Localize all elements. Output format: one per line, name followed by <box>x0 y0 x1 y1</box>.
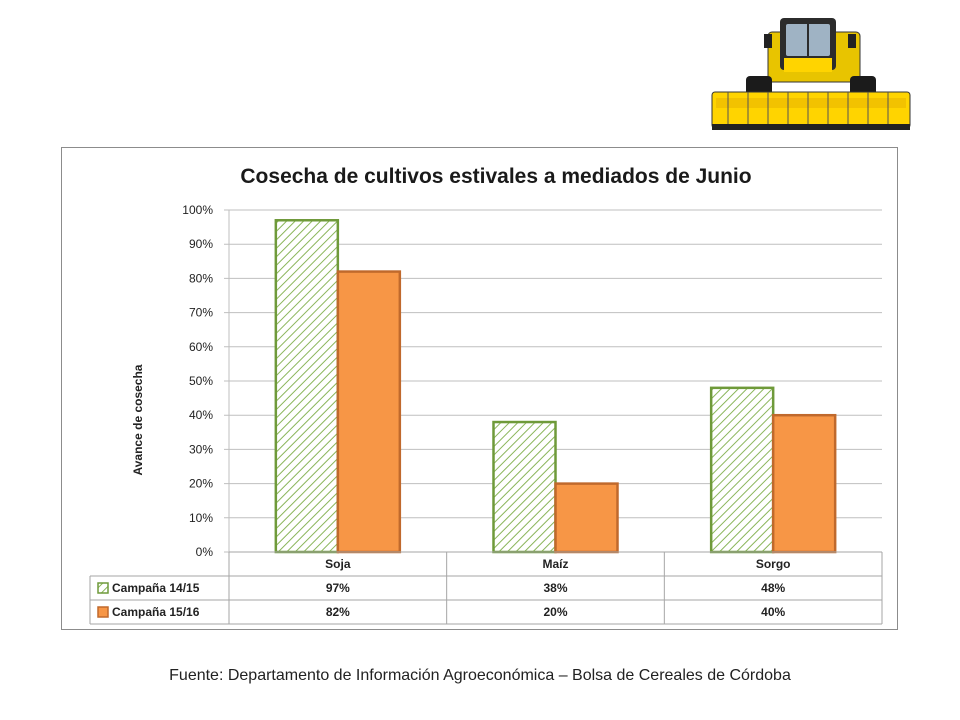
legend-label: Campaña 15/16 <box>112 605 200 619</box>
y-tick-label: 90% <box>189 237 213 251</box>
combine-harvester-image <box>711 18 911 130</box>
bar-maíz-series-1 <box>492 420 557 554</box>
y-tick-label: 0% <box>196 545 214 559</box>
y-tick-label: 50% <box>189 374 213 388</box>
data-table: Soja Maíz Sorgo Campaña 14/15 97% 38% 48% Campa… <box>89 551 883 625</box>
data-label: 97% <box>326 581 350 595</box>
category-label: Maíz <box>542 557 568 571</box>
chart-frame: Cosecha de cultivos estivales a mediados… <box>61 147 898 630</box>
y-axis-label: Avance de cosecha <box>131 364 145 475</box>
y-tick-label: 30% <box>189 442 213 456</box>
y-tick-label: 70% <box>189 306 213 320</box>
bars <box>274 219 837 554</box>
data-label: 82% <box>326 605 350 619</box>
data-label: 38% <box>543 581 567 595</box>
bar-sorgo-series-2 <box>771 413 837 554</box>
data-label: 48% <box>761 581 785 595</box>
bar-sorgo-series-1 <box>709 386 775 554</box>
chart-title: Cosecha de cultivos estivales a mediados… <box>240 165 751 188</box>
legend-key-series-1 <box>97 582 109 594</box>
bar-soja-series-2 <box>336 270 402 554</box>
y-tick-label: 20% <box>189 477 213 491</box>
bar-chart: Cosecha de cultivos estivales a mediados… <box>89 165 883 625</box>
legend-label: Campaña 14/15 <box>112 581 200 595</box>
category-label: Soja <box>325 557 351 571</box>
bar-soja-series-1 <box>274 219 340 554</box>
y-tick-label: 40% <box>189 408 213 422</box>
bar-maíz-series-2 <box>554 482 619 554</box>
y-tick-labels: 0% 10% 20% 30% 40% 50% 60% 70% 80% 90% 100% <box>182 203 213 559</box>
y-tick-label: 100% <box>182 203 213 217</box>
source-caption: Fuente: Departamento de Información Agro… <box>169 667 791 684</box>
legend-key-series-2 <box>97 606 109 618</box>
data-label: 20% <box>543 605 567 619</box>
data-label: 40% <box>761 605 785 619</box>
y-tick-label: 60% <box>189 340 213 354</box>
y-tick-label: 10% <box>189 511 213 525</box>
category-label: Sorgo <box>756 557 791 571</box>
y-tick-label: 80% <box>189 271 213 285</box>
